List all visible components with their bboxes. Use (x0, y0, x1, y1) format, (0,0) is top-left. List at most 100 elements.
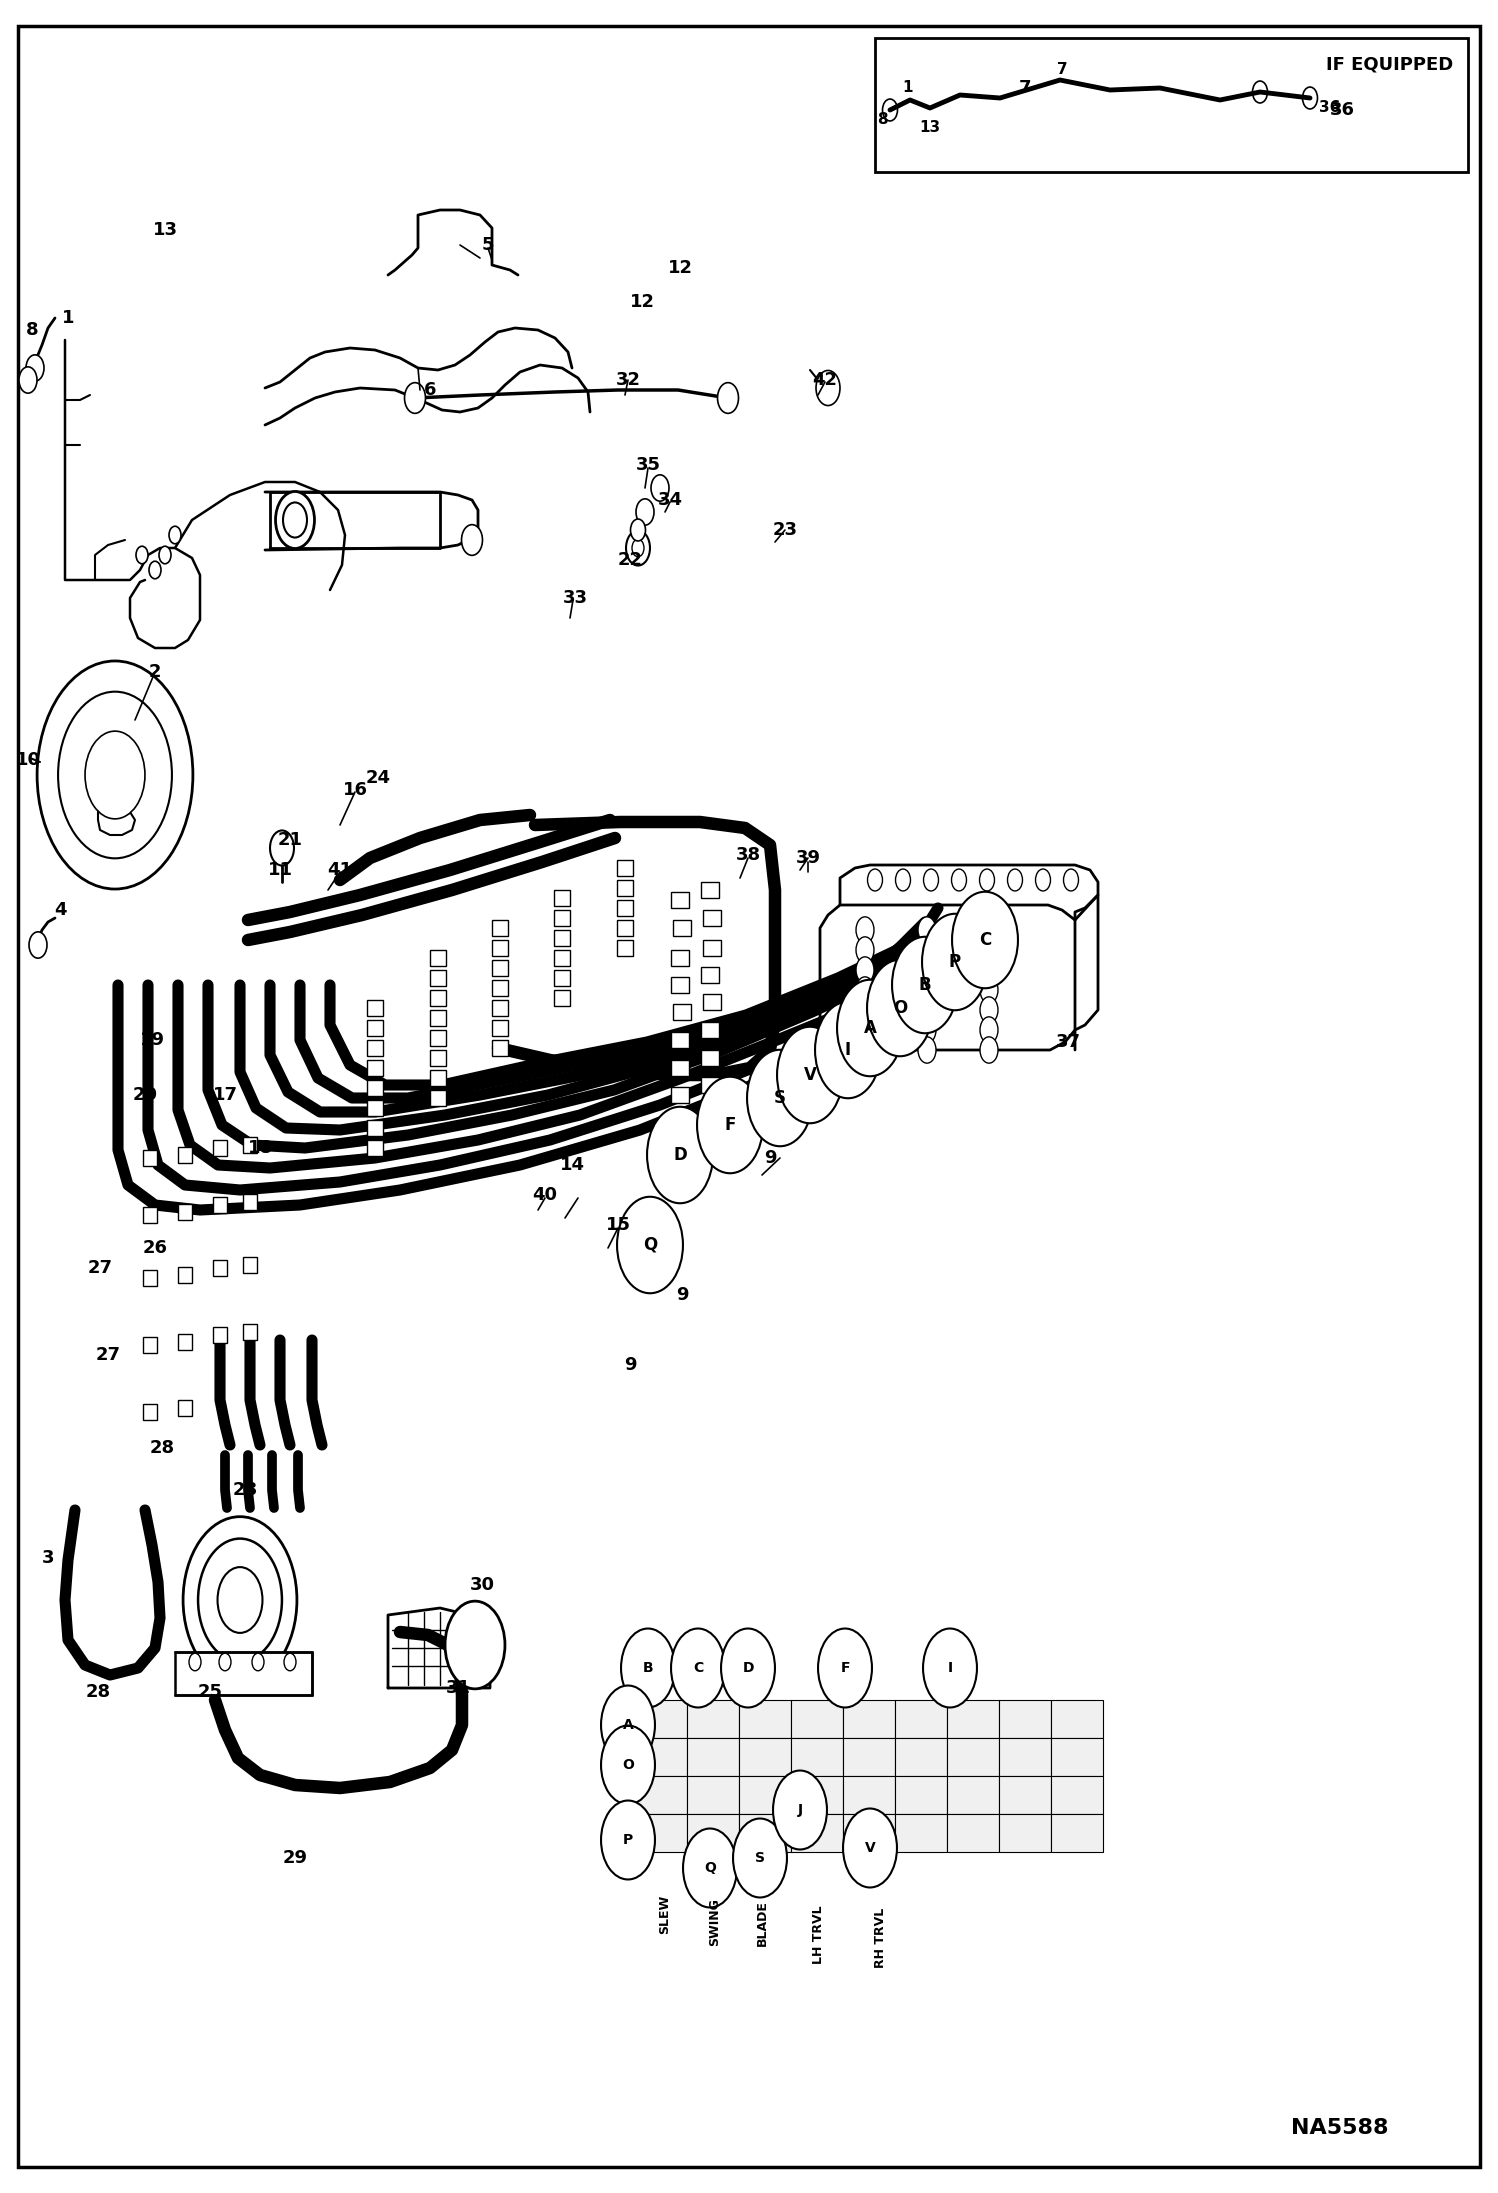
Circle shape (855, 976, 873, 1002)
Text: 12: 12 (668, 259, 692, 276)
Bar (367, 1121, 383, 1136)
Circle shape (270, 831, 294, 866)
Text: 18: 18 (247, 1138, 273, 1158)
Bar (554, 969, 571, 985)
Text: 12: 12 (629, 294, 655, 311)
Bar (875, 37, 1468, 171)
Text: 28: 28 (232, 1480, 258, 1500)
Text: 36: 36 (1320, 101, 1341, 116)
Bar (177, 1204, 192, 1219)
Bar (177, 1147, 192, 1162)
Text: I: I (947, 1660, 953, 1675)
Text: B: B (918, 976, 932, 993)
Text: P: P (623, 1833, 634, 1847)
Text: 7: 7 (1056, 61, 1067, 77)
Circle shape (882, 99, 897, 121)
Text: S: S (755, 1851, 765, 1864)
Bar (554, 950, 571, 965)
Text: V: V (803, 1066, 816, 1083)
Circle shape (980, 998, 998, 1024)
Text: J: J (797, 1803, 803, 1818)
Circle shape (637, 498, 655, 524)
Circle shape (923, 1629, 977, 1708)
Circle shape (671, 1629, 725, 1708)
Bar (894, 1814, 947, 1853)
Circle shape (37, 660, 193, 888)
Bar (671, 1033, 689, 1048)
Bar (554, 930, 571, 945)
Circle shape (733, 1818, 786, 1897)
Circle shape (855, 956, 873, 982)
Bar (947, 1814, 999, 1853)
Bar (243, 1325, 258, 1340)
Bar (617, 941, 634, 956)
Circle shape (855, 1018, 873, 1044)
Text: 25: 25 (198, 1682, 223, 1702)
Text: Q: Q (704, 1862, 716, 1875)
Bar (142, 1270, 157, 1285)
Bar (701, 882, 719, 897)
Bar (1052, 1776, 1103, 1814)
Bar (739, 1776, 791, 1814)
Text: 26: 26 (142, 1239, 168, 1257)
Circle shape (219, 1654, 231, 1671)
Bar (947, 1700, 999, 1739)
Bar (947, 1739, 999, 1776)
Circle shape (198, 1539, 282, 1662)
Text: IF EQUIPPED: IF EQUIPPED (1326, 55, 1453, 75)
Circle shape (918, 936, 936, 963)
Bar (142, 1338, 157, 1353)
Text: 42: 42 (812, 371, 837, 388)
Text: 36: 36 (1330, 101, 1354, 118)
Circle shape (980, 936, 998, 963)
Bar (843, 1814, 894, 1853)
Bar (430, 969, 446, 985)
Circle shape (815, 1002, 881, 1099)
Bar (635, 1739, 688, 1776)
Circle shape (923, 868, 938, 890)
Bar (703, 993, 721, 1009)
Bar (491, 961, 508, 976)
Bar (673, 921, 691, 936)
Text: P: P (948, 954, 962, 971)
Bar (367, 1081, 383, 1096)
Text: 32: 32 (616, 371, 641, 388)
Circle shape (58, 691, 172, 857)
Circle shape (980, 956, 998, 982)
Text: 38: 38 (736, 846, 761, 864)
Circle shape (918, 956, 936, 982)
Circle shape (276, 491, 315, 548)
Circle shape (843, 1809, 897, 1888)
Bar (703, 941, 721, 956)
Bar (999, 1776, 1052, 1814)
Text: 27: 27 (96, 1347, 120, 1364)
Bar (671, 1088, 689, 1103)
Circle shape (923, 914, 989, 1011)
Bar (617, 901, 634, 917)
Text: S: S (774, 1090, 786, 1107)
Circle shape (217, 1568, 262, 1634)
Circle shape (1008, 868, 1023, 890)
Bar (701, 967, 719, 982)
Text: 28: 28 (150, 1439, 175, 1456)
Circle shape (1035, 868, 1050, 890)
Text: 9: 9 (623, 1355, 637, 1375)
Bar (791, 1700, 843, 1739)
Circle shape (748, 1050, 813, 1147)
Text: 4: 4 (54, 901, 66, 919)
Circle shape (777, 1026, 843, 1123)
Text: 35: 35 (635, 456, 661, 474)
Text: 21: 21 (277, 831, 303, 849)
Text: 27: 27 (87, 1259, 112, 1276)
Bar (213, 1197, 228, 1213)
Bar (635, 1700, 688, 1739)
Circle shape (721, 1629, 774, 1708)
Bar (671, 1061, 689, 1077)
Bar (843, 1700, 894, 1739)
Text: 13: 13 (153, 221, 177, 239)
Bar (739, 1700, 791, 1739)
Bar (894, 1776, 947, 1814)
Bar (367, 1140, 383, 1156)
Text: F: F (840, 1660, 849, 1675)
Bar (430, 1090, 446, 1105)
